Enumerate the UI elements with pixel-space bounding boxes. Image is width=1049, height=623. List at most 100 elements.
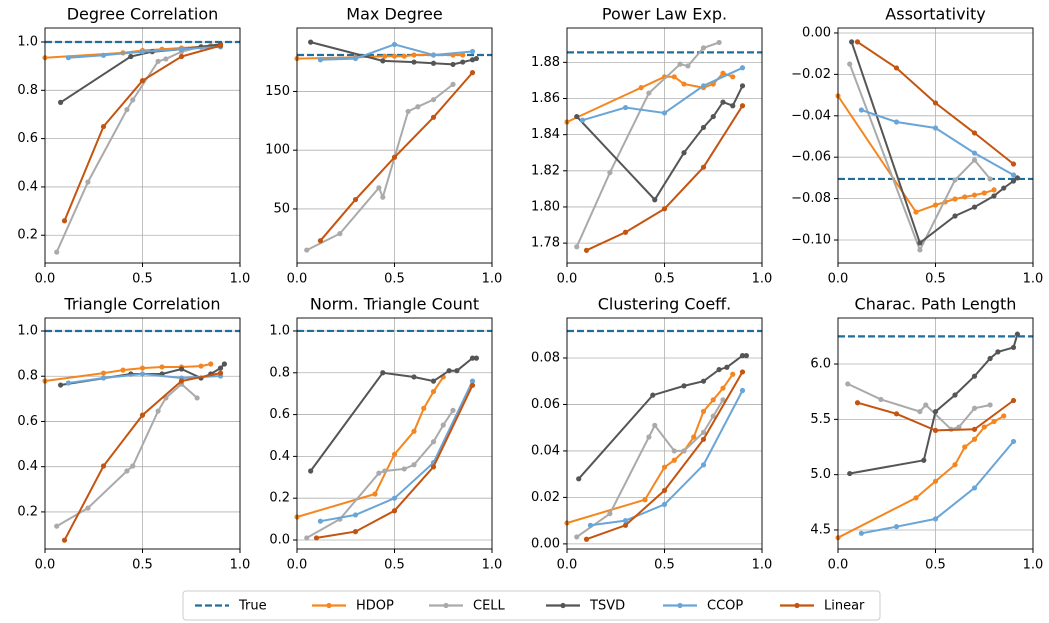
point <box>739 83 746 89</box>
point <box>194 395 200 401</box>
point <box>100 370 107 376</box>
y-tick-label: 0.8 <box>17 83 38 98</box>
y-tick-label: −0.02 <box>791 67 831 82</box>
point <box>952 213 958 219</box>
series-line <box>44 363 212 382</box>
point <box>583 247 590 253</box>
y-tick-label: 1.0 <box>17 324 38 339</box>
point <box>700 45 707 51</box>
point <box>430 388 437 395</box>
point <box>952 196 958 202</box>
point <box>352 55 359 62</box>
subplot: 0.0 0.5 1.0 4.5 5.0 5.5 6.0 Charac. Path Length <box>810 295 1043 573</box>
point <box>921 457 927 463</box>
point <box>217 43 224 49</box>
point <box>642 497 648 503</box>
point <box>450 61 456 68</box>
point <box>995 349 1001 355</box>
point <box>677 61 683 67</box>
point <box>622 518 629 524</box>
subplot: 0.0 0.5 1.0 1.78 1.80 1.82 1.84 1.86 1.88 Power L… <box>531 5 772 287</box>
point <box>991 193 997 199</box>
point <box>217 365 224 371</box>
point <box>917 247 923 253</box>
x-tick-label: 0.5 <box>384 558 405 573</box>
point <box>58 99 64 105</box>
point <box>208 361 214 367</box>
point <box>446 368 452 374</box>
point <box>661 487 668 494</box>
point <box>720 397 726 403</box>
legend-marker <box>326 602 332 609</box>
point <box>430 464 437 470</box>
point <box>178 46 185 52</box>
point <box>858 530 865 536</box>
point <box>700 436 707 442</box>
point <box>401 466 407 472</box>
x-tick-label: 1.0 <box>752 558 773 573</box>
point <box>1010 344 1017 351</box>
y-tick-label: 0.04 <box>531 443 560 458</box>
point <box>646 90 652 96</box>
series-line <box>566 373 734 524</box>
point <box>607 170 613 176</box>
point <box>724 364 730 370</box>
point <box>85 505 91 511</box>
point <box>308 39 314 45</box>
point <box>971 426 978 432</box>
point <box>430 378 437 384</box>
y-tick-label: 0.6 <box>17 414 38 429</box>
legend-marker <box>443 602 449 609</box>
point <box>971 130 978 136</box>
series-line <box>850 41 1019 245</box>
subplot-title: Norm. Triangle Count <box>310 295 479 314</box>
point <box>139 412 146 418</box>
point <box>847 61 853 67</box>
x-tick-label: 0.0 <box>35 272 56 287</box>
point <box>304 247 310 253</box>
point <box>430 52 437 58</box>
point <box>893 411 900 417</box>
point <box>124 107 130 113</box>
point <box>61 218 68 224</box>
point <box>178 366 185 372</box>
x-tick-label: 0.5 <box>384 272 405 287</box>
point <box>987 355 993 362</box>
x-tick-label: 1.0 <box>1023 272 1044 287</box>
point <box>450 81 456 87</box>
point <box>739 353 746 359</box>
axes-frame <box>566 27 763 264</box>
point <box>405 108 411 115</box>
y-tick-label: 1.78 <box>531 236 560 251</box>
point <box>1001 185 1007 191</box>
axes-frame <box>837 317 1034 550</box>
point <box>430 97 437 103</box>
point <box>700 429 707 435</box>
point <box>739 387 746 394</box>
point <box>987 176 993 182</box>
point <box>652 197 658 203</box>
series-line <box>56 382 198 528</box>
y-tick-label: 5.0 <box>810 467 831 482</box>
point <box>858 107 865 113</box>
point <box>743 353 750 359</box>
legend-marker <box>560 602 566 609</box>
x-tick-label: 1.0 <box>230 558 251 573</box>
legend-label: CCOP <box>707 599 743 614</box>
point <box>583 536 590 542</box>
point <box>700 462 707 468</box>
point <box>671 448 677 454</box>
point <box>661 110 668 116</box>
subplot-title: Triangle Correlation <box>63 295 220 314</box>
subplot: 0.0 0.5 1.0 0.0 0.2 0.4 0.6 0.8 1.0 Norm. Triangl… <box>269 295 502 573</box>
series-line <box>566 72 734 123</box>
point <box>720 99 726 105</box>
point <box>382 468 388 474</box>
point <box>849 39 855 45</box>
point <box>854 39 861 45</box>
point <box>580 117 586 123</box>
point <box>962 444 968 450</box>
point <box>198 363 204 369</box>
y-tick-label: 0.00 <box>802 25 831 40</box>
point <box>671 457 677 463</box>
